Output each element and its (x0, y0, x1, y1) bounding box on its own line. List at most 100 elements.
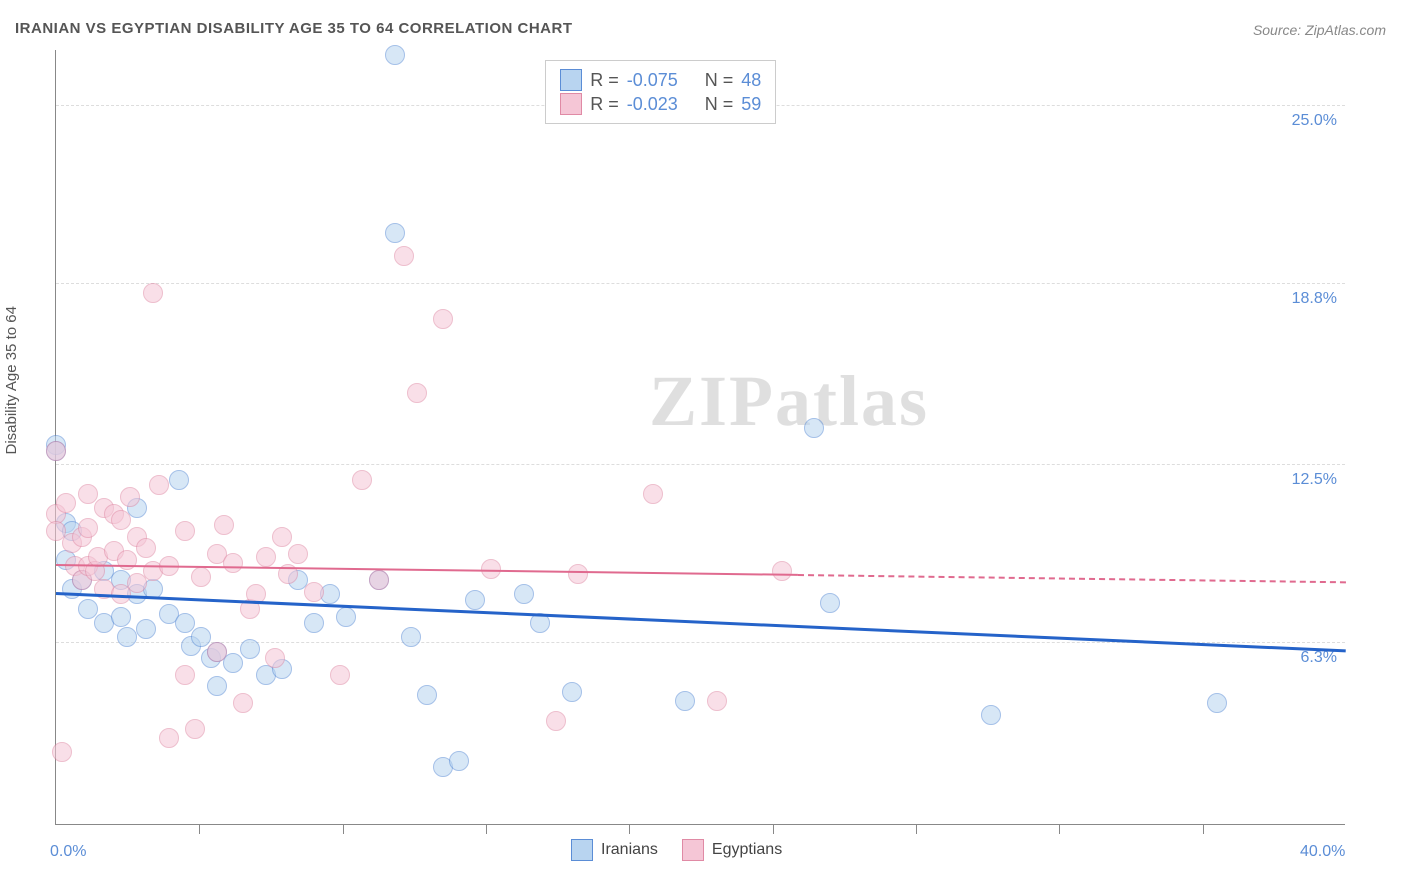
x-tick (916, 824, 917, 834)
watermark: ZIPatlas (649, 360, 929, 443)
point-iranian (417, 685, 437, 705)
stat-row: R = -0.075 N = 48 (560, 69, 761, 91)
y-tick-label: 18.8% (1292, 290, 1337, 308)
x-axis-max-label: 40.0% (1300, 843, 1345, 861)
chart-title: IRANIAN VS EGYPTIAN DISABILITY AGE 35 TO… (15, 20, 573, 37)
point-iranian (336, 607, 356, 627)
point-egyptian (78, 518, 98, 538)
stat-n-label: N = (705, 70, 734, 91)
y-tick-label: 12.5% (1292, 471, 1337, 489)
point-egyptian (330, 665, 350, 685)
point-iranian (385, 45, 405, 65)
point-egyptian (120, 487, 140, 507)
point-iranian (820, 593, 840, 613)
point-egyptian (136, 538, 156, 558)
stat-r-value: -0.075 (627, 70, 687, 91)
stat-r-label: R = (590, 94, 619, 115)
point-egyptian (407, 383, 427, 403)
point-egyptian (56, 493, 76, 513)
point-iranian (304, 613, 324, 633)
point-egyptian (433, 309, 453, 329)
point-iranian (78, 599, 98, 619)
point-iranian (449, 751, 469, 771)
point-iranian (111, 607, 131, 627)
point-egyptian (481, 559, 501, 579)
point-iranian (207, 676, 227, 696)
point-egyptian (46, 441, 66, 461)
point-iranian (981, 705, 1001, 725)
point-iranian (514, 584, 534, 604)
point-iranian (804, 418, 824, 438)
point-egyptian (272, 527, 292, 547)
stat-n-value: 59 (741, 94, 761, 115)
gridline (56, 283, 1345, 284)
point-iranian (223, 653, 243, 673)
point-egyptian (568, 564, 588, 584)
stat-n-label: N = (705, 94, 734, 115)
correlation-stats-box: R = -0.075 N = 48 R = -0.023 N = 59 (545, 60, 776, 124)
point-egyptian (78, 484, 98, 504)
x-tick (1059, 824, 1060, 834)
point-egyptian (288, 544, 308, 564)
point-iranian (136, 619, 156, 639)
legend: Iranians Egyptians (571, 839, 782, 861)
stat-row: R = -0.023 N = 59 (560, 93, 761, 115)
y-axis-label: Disability Age 35 to 64 (3, 306, 20, 454)
point-iranian (675, 691, 695, 711)
point-egyptian (265, 648, 285, 668)
point-iranian (240, 639, 260, 659)
x-tick (629, 824, 630, 834)
stat-r-label: R = (590, 70, 619, 91)
plot-area: ZIPatlas 6.3%12.5%18.8%25.0% (55, 50, 1345, 825)
x-tick (199, 824, 200, 834)
point-egyptian (643, 484, 663, 504)
correlation-chart: IRANIAN VS EGYPTIAN DISABILITY AGE 35 TO… (0, 0, 1406, 892)
point-iranian (562, 682, 582, 702)
point-egyptian (707, 691, 727, 711)
x-axis-min-label: 0.0% (50, 843, 86, 861)
x-tick (1203, 824, 1204, 834)
stat-n-value: 48 (741, 70, 761, 91)
gridline (56, 464, 1345, 465)
point-egyptian (185, 719, 205, 739)
x-tick (486, 824, 487, 834)
point-iranian (169, 470, 189, 490)
legend-label: Egyptians (712, 841, 782, 859)
point-egyptian (191, 567, 211, 587)
point-egyptian (214, 515, 234, 535)
source-attribution: Source: ZipAtlas.com (1253, 22, 1386, 38)
point-egyptian (233, 693, 253, 713)
point-egyptian (207, 642, 227, 662)
legend-swatch (571, 839, 593, 861)
legend-item: Egyptians (682, 839, 782, 861)
x-tick (773, 824, 774, 834)
point-iranian (465, 590, 485, 610)
trendline-egyptian-dashed (798, 574, 1346, 583)
point-iranian (401, 627, 421, 647)
point-egyptian (159, 728, 179, 748)
point-egyptian (256, 547, 276, 567)
stat-r-value: -0.023 (627, 94, 687, 115)
point-iranian (117, 627, 137, 647)
point-egyptian (352, 470, 372, 490)
point-egyptian (304, 582, 324, 602)
legend-item: Iranians (571, 839, 658, 861)
point-egyptian (223, 553, 243, 573)
point-iranian (1207, 693, 1227, 713)
x-tick (343, 824, 344, 834)
point-egyptian (546, 711, 566, 731)
legend-label: Iranians (601, 841, 658, 859)
point-egyptian (149, 475, 169, 495)
point-egyptian (111, 510, 131, 530)
point-iranian (191, 627, 211, 647)
point-iranian (385, 223, 405, 243)
legend-swatch (682, 839, 704, 861)
point-egyptian (772, 561, 792, 581)
point-egyptian (394, 246, 414, 266)
point-iranian (175, 613, 195, 633)
point-egyptian (175, 665, 195, 685)
point-egyptian (175, 521, 195, 541)
point-egyptian (143, 283, 163, 303)
y-tick-label: 6.3% (1301, 649, 1337, 667)
stat-swatch (560, 93, 582, 115)
